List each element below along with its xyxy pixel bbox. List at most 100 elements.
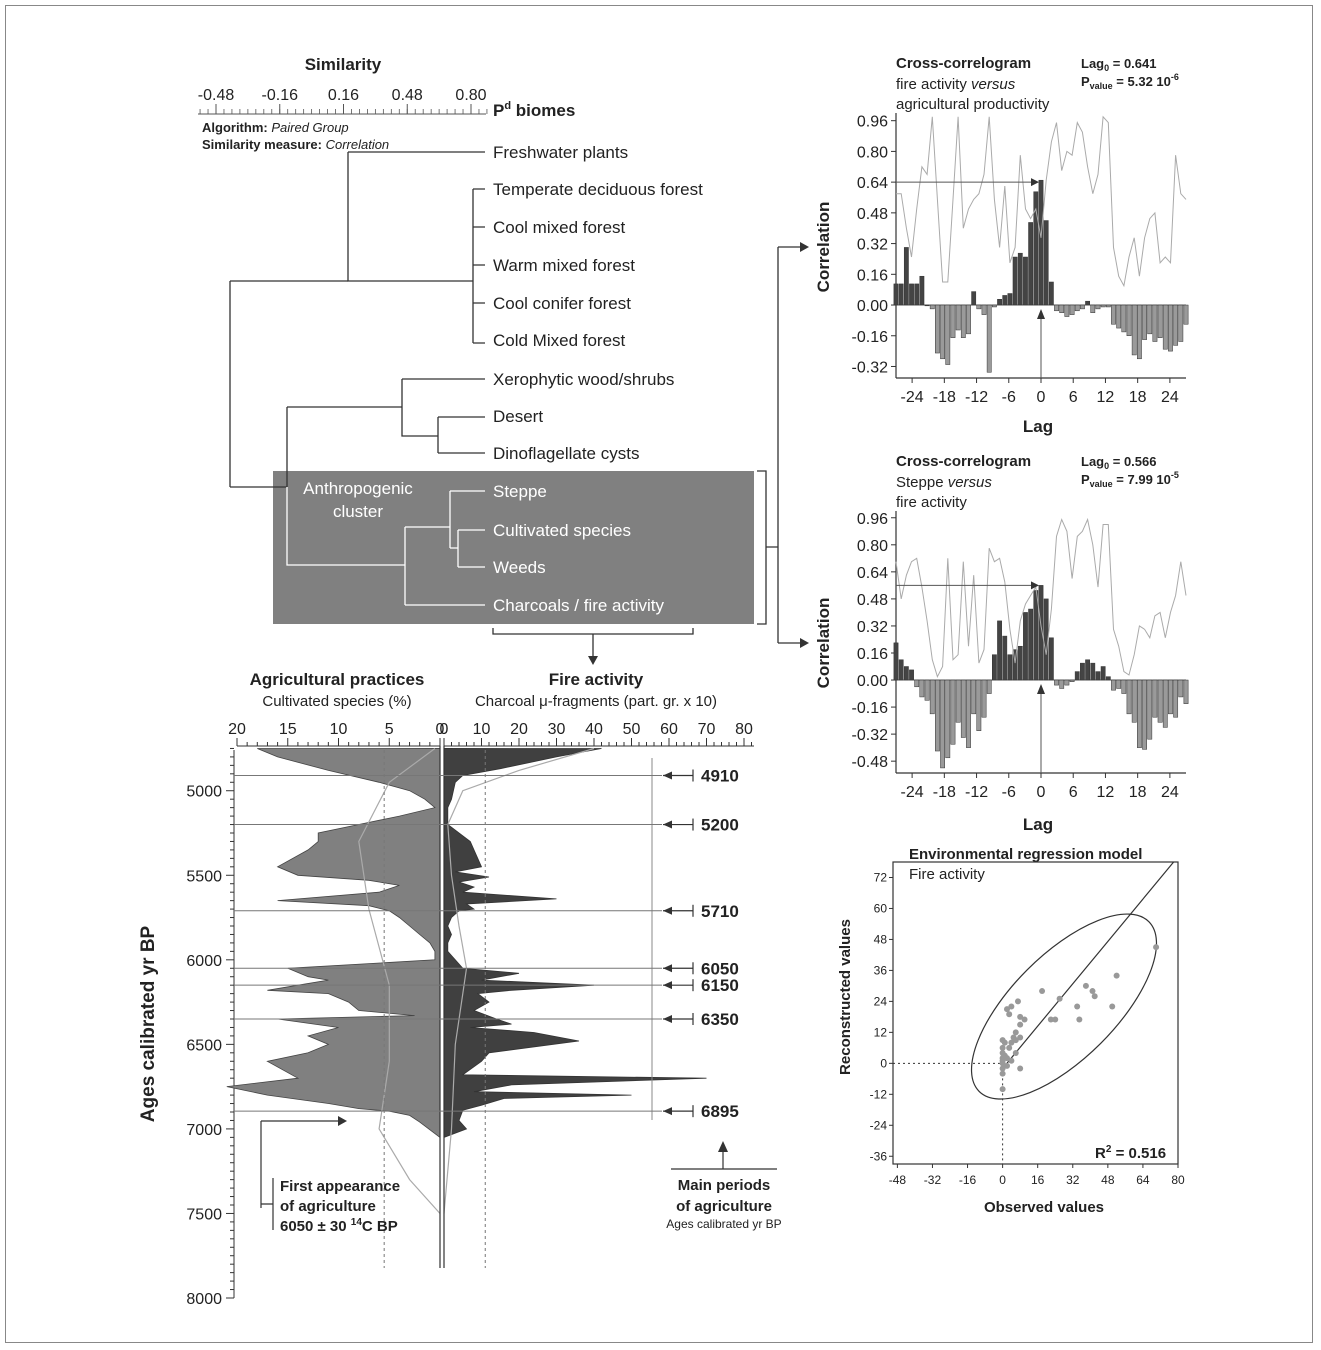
first-appearance-line1: First appearance bbox=[280, 1178, 400, 1195]
age-tick-label: 5500 bbox=[186, 868, 222, 885]
scatter-point bbox=[1006, 1011, 1013, 1018]
correlation-bar bbox=[950, 679, 956, 745]
correlation-bar bbox=[1002, 635, 1008, 681]
similarity-title: Similarity bbox=[305, 55, 382, 74]
regression-y-tick-label: 0 bbox=[880, 1056, 887, 1070]
correlation-bar bbox=[1017, 252, 1023, 306]
correlation-bar bbox=[1033, 191, 1039, 306]
correlation-bar bbox=[935, 304, 940, 354]
cc1-stat-p: Pvalue = 5.32 10-6 bbox=[1081, 72, 1179, 91]
scatter-point bbox=[1008, 1057, 1015, 1064]
scatter-point bbox=[1008, 1039, 1015, 1046]
regression-y-tick-label: -36 bbox=[870, 1149, 888, 1163]
correlation-bar bbox=[945, 679, 951, 759]
regression-x-label: Observed values bbox=[984, 1199, 1104, 1216]
main-periods-bracket bbox=[671, 1150, 777, 1170]
fire-tick-label: 0 bbox=[440, 721, 449, 738]
correlation-bar bbox=[893, 283, 899, 306]
age-tick-label: 6500 bbox=[186, 1037, 222, 1054]
cc-y-tick-label: 0.96 bbox=[857, 114, 888, 131]
correlation-bar bbox=[1121, 304, 1127, 333]
cc-y-tick-label: -0.32 bbox=[852, 359, 889, 376]
cc-y-tick-label: 0.48 bbox=[857, 592, 888, 609]
scatter-point bbox=[1076, 1016, 1083, 1023]
leaf-label: Cool conifer forest bbox=[493, 294, 631, 313]
scatter-point bbox=[1021, 1016, 1028, 1023]
correlation-bar bbox=[1080, 304, 1085, 310]
correlation-bar bbox=[960, 304, 966, 338]
correlation-bar bbox=[929, 304, 935, 310]
correlation-bar bbox=[1152, 304, 1158, 342]
regression-x-tick-label: -32 bbox=[924, 1173, 942, 1187]
agri-tick-label: 20 bbox=[228, 721, 246, 738]
correlation-bar bbox=[1178, 304, 1184, 342]
fire-tick-label: 60 bbox=[660, 721, 678, 738]
scatter-point bbox=[1109, 1003, 1116, 1010]
correlation-bar bbox=[1183, 679, 1189, 704]
scatter-point bbox=[1014, 998, 1021, 1005]
cc-x-tick-label: -6 bbox=[1002, 389, 1016, 406]
cc2-subtitle-line1: Steppe versus bbox=[896, 474, 992, 491]
correlation-bar bbox=[1054, 304, 1059, 312]
regression-x-tick-label: 48 bbox=[1101, 1173, 1115, 1187]
correlation-bar bbox=[1095, 671, 1101, 681]
correlation-bar bbox=[1126, 304, 1132, 337]
correlation-bar bbox=[1152, 679, 1158, 718]
leaf-label: Dinoflagellate cysts bbox=[493, 444, 639, 463]
correlation-bar bbox=[924, 304, 930, 307]
correlation-bar bbox=[971, 291, 977, 306]
cc1-y-axis-label: Correlation bbox=[814, 202, 833, 293]
cc-y-tick-label: 0.96 bbox=[857, 511, 888, 528]
correlation-bar bbox=[981, 679, 987, 718]
regression-y-tick-label: 12 bbox=[874, 1025, 888, 1039]
correlation-bar bbox=[1059, 304, 1065, 313]
similarity-tick-label: 0.16 bbox=[328, 87, 359, 104]
correlation-bar bbox=[976, 304, 982, 310]
correlation-bar bbox=[1126, 679, 1132, 715]
first-appearance-line2: of agriculture bbox=[280, 1198, 376, 1215]
correlation-bar bbox=[1038, 179, 1044, 306]
regression-model: Environmental regression model Fire acti… bbox=[837, 846, 1185, 1216]
cc-y-tick-label: 0.00 bbox=[857, 673, 888, 690]
charcoal-area bbox=[443, 748, 707, 1138]
correlation-bar bbox=[1147, 679, 1153, 740]
cc-x-tick-label: 24 bbox=[1161, 784, 1179, 801]
confidence-line bbox=[896, 115, 1187, 288]
correlation-bar bbox=[1137, 679, 1142, 748]
lag0-vertical-arrow bbox=[1037, 309, 1045, 320]
fire-tick-label: 40 bbox=[585, 721, 603, 738]
fire-tick-label: 10 bbox=[473, 721, 491, 738]
correlation-bar bbox=[1131, 304, 1137, 356]
leaf-label: Warm mixed forest bbox=[493, 256, 635, 275]
leaf-label: Cultivated species bbox=[493, 521, 631, 540]
cc-y-tick-label: 0.64 bbox=[857, 175, 888, 192]
correlation-bar bbox=[976, 679, 982, 731]
first-appearance-line3: 6050 ± 30 14C BP bbox=[280, 1217, 398, 1235]
scatter-point bbox=[1082, 982, 1089, 989]
correlation-bar bbox=[1007, 293, 1013, 306]
cc2-stat-lag: Lag0 = 0.566 bbox=[1081, 454, 1157, 471]
cc-x-tick-label: 18 bbox=[1129, 784, 1147, 801]
agri-tick-label: 15 bbox=[279, 721, 297, 738]
scatter-point bbox=[1012, 1050, 1019, 1057]
correlation-bar bbox=[1038, 585, 1044, 681]
lag0-horizontal-arrow bbox=[1031, 581, 1039, 590]
correlation-bar bbox=[1157, 304, 1163, 338]
similarity-tick-label: 0.80 bbox=[455, 87, 486, 104]
fire-tick-label: 20 bbox=[510, 721, 528, 738]
correlation-bar bbox=[1028, 222, 1034, 306]
period-age-label: 6050 bbox=[701, 959, 739, 978]
stratigraphic-panels: Agricultural practices Cultivated specie… bbox=[138, 670, 782, 1308]
correlation-bar bbox=[1137, 304, 1142, 360]
correlation-bar bbox=[992, 304, 997, 308]
cc-y-tick-label: 0.16 bbox=[857, 267, 888, 284]
leaf-label: Cold Mixed forest bbox=[493, 331, 626, 350]
scatter-point bbox=[1004, 1055, 1010, 1062]
biomes-header: Pd biomes bbox=[493, 100, 575, 120]
cc-x-tick-label: 6 bbox=[1069, 389, 1078, 406]
correlation-bar bbox=[1017, 645, 1023, 681]
cc-x-tick-label: 0 bbox=[1037, 389, 1046, 406]
correlation-bar bbox=[1012, 256, 1018, 306]
agri-subtitle: Cultivated species (%) bbox=[262, 693, 411, 710]
leaf-label: Freshwater plants bbox=[493, 143, 628, 162]
